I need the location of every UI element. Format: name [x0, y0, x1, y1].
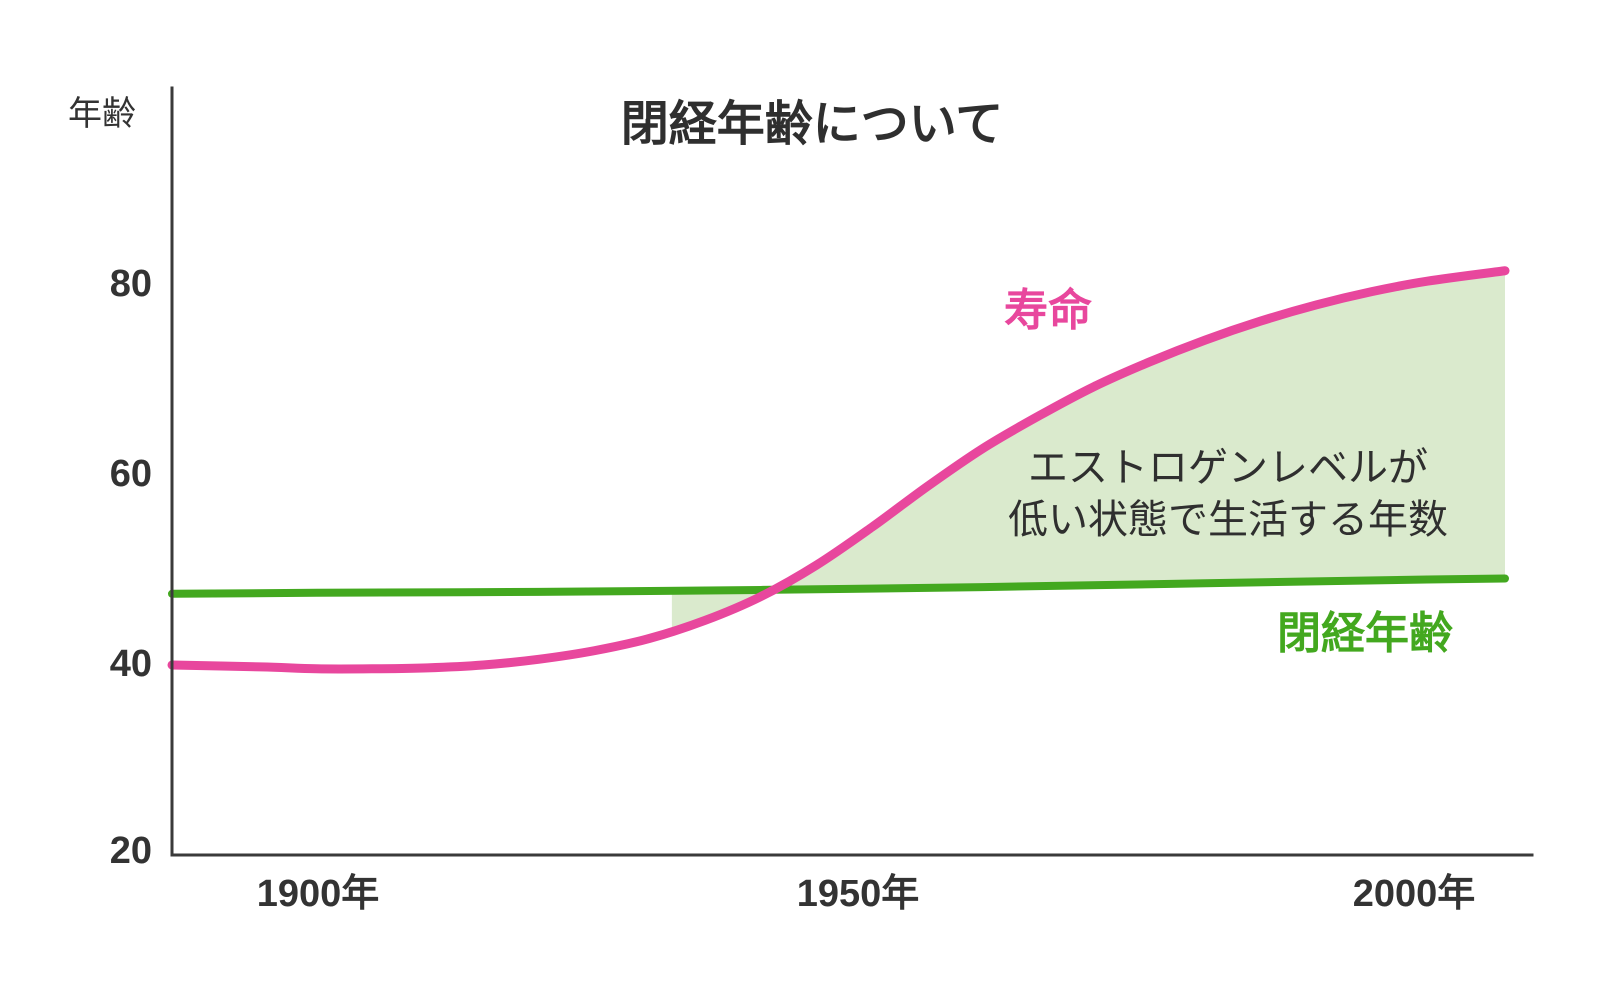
- y-tick-label-80: 80: [110, 263, 152, 305]
- menopause-age-line: [168, 574, 1509, 598]
- y-tick-label-40: 40: [110, 643, 152, 685]
- estrogen-low-years-shaded-area: [671, 270, 1505, 633]
- y-tick-label-20: 20: [110, 830, 152, 872]
- y-tick-label-60: 60: [110, 453, 152, 495]
- shaded-region-note-line2: 低い状態で生活する年数: [1008, 498, 1448, 542]
- x-tick-label-1900: 1900年: [257, 873, 380, 915]
- page-title: 閉経年齢について: [621, 98, 1004, 151]
- shaded-region-note-line1: エストロゲンレベルが: [1028, 446, 1428, 490]
- x-tick-label-1950: 1950年: [797, 873, 920, 915]
- menopause-series-label: 閉経年齢: [1277, 609, 1453, 658]
- lifespan-series-label: 寿命: [1004, 285, 1092, 335]
- y-axis-title: 年齢: [68, 95, 136, 133]
- lifespan-line: [167, 266, 1510, 674]
- x-tick-label-2000: 2000年: [1353, 873, 1476, 915]
